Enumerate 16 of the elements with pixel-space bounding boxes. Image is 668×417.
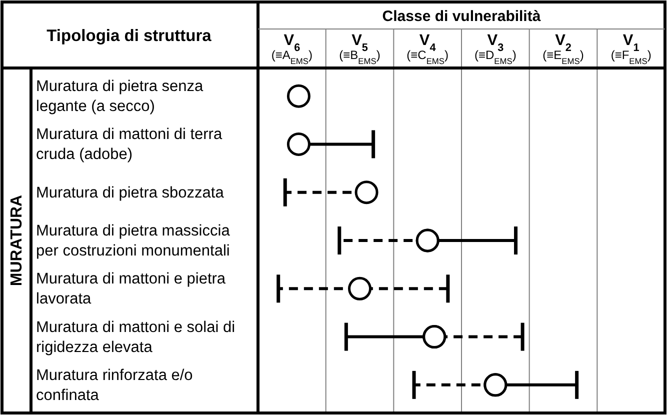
y-tick-label: Muratura di mattoni di terra cruda (adobe) bbox=[36, 126, 222, 164]
y-tick-label: Muratura di mattoni e pietra lavorata bbox=[36, 270, 226, 308]
x-tick-label: V$_{5}$ (≡B$_{EMS}$) bbox=[339, 32, 380, 66]
y-tick-label: Muratura di pietra massiccia per costruzioni monumentali bbox=[36, 222, 230, 260]
x-tick-label: V$_{2}$ (≡E$_{EMS}$) bbox=[542, 32, 584, 66]
y-tick-label: Muratura di mattoni e solai di rigidezza elevata bbox=[36, 318, 236, 356]
y-tick-label: Muratura di pietra senza legante (a secco) bbox=[36, 78, 204, 116]
x-axis-title: Classe di vulnerabilità bbox=[382, 8, 542, 25]
text: MURATURA bbox=[8, 194, 26, 286]
y-axis-title: Tipologia di struttura bbox=[46, 27, 212, 45]
x-tick-label: V$_{3}$ (≡D$_{EMS}$) bbox=[474, 32, 516, 66]
y-tick-label: Muratura rinforzata e/o confinata bbox=[36, 366, 193, 404]
y-tick-label: Muratura di pietra sbozzata bbox=[36, 184, 224, 202]
x-tick-label: V$_{4}$ (≡C$_{EMS}$) bbox=[406, 32, 448, 66]
x-tick-label: V$_{6}$ (≡A$_{EMS}$) bbox=[271, 32, 313, 66]
x-tick-label: V$_{1}$ (≡F$_{EMS}$) bbox=[610, 32, 652, 66]
